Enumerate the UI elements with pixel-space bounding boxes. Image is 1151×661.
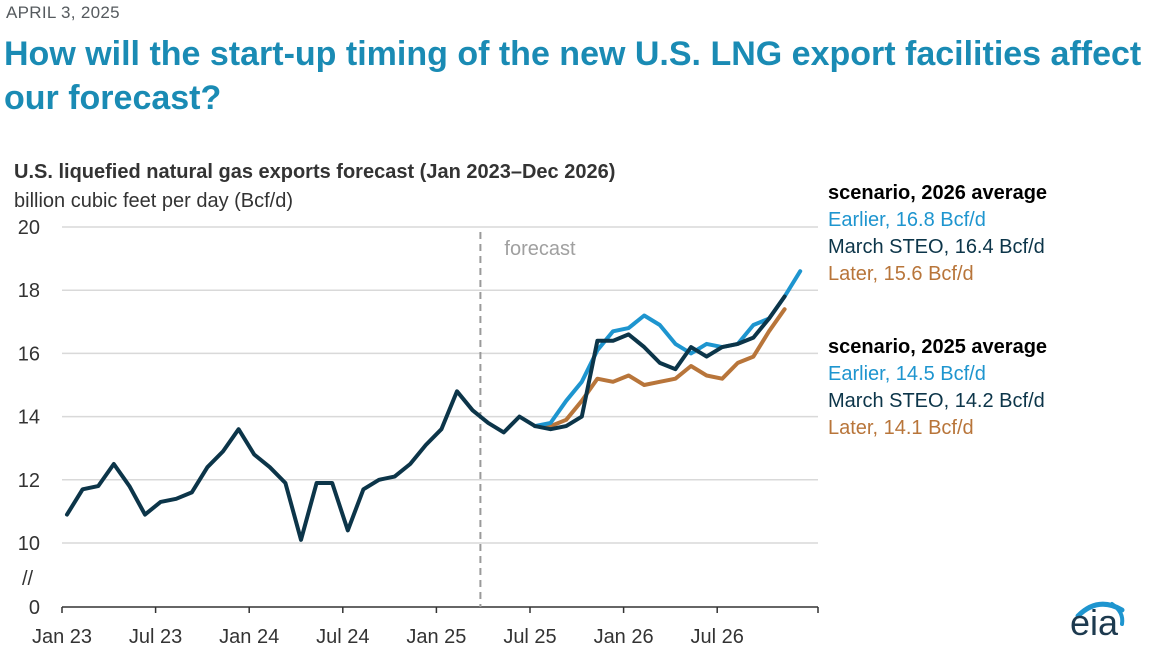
forecast-label: forecast xyxy=(504,238,576,260)
legend-2025-earlier: Earlier, 14.5 Bcf/d xyxy=(828,363,986,385)
y-axis-units: billion cubic feet per day (Bcf/d) xyxy=(14,190,294,212)
x-tick-label: Jul 23 xyxy=(129,626,182,648)
legend-2025-march-steo: March STEO, 14.2 Bcf/d xyxy=(828,390,1045,412)
legend-2026-earlier: Earlier, 16.8 Bcf/d xyxy=(828,209,986,231)
page-title: How will the start-up timing of the new … xyxy=(4,35,1142,117)
legend-2026: scenario, 2026 average Earlier, 16.8 Bcf… xyxy=(828,180,1047,288)
y-axis-break: // xyxy=(22,568,34,590)
eia-logo-icon xyxy=(1075,601,1125,626)
legend-2026-later: Later, 15.6 Bcf/d xyxy=(828,263,974,285)
x-tick-label: Jul 26 xyxy=(691,626,744,648)
x-tick-label: Jan 25 xyxy=(406,626,466,648)
y-tick-label: 10 xyxy=(18,533,40,555)
y-tick-label: 0 xyxy=(29,597,40,619)
y-tick-label: 14 xyxy=(18,407,40,429)
y-tick-label: 20 xyxy=(18,217,40,239)
series-line-earlier xyxy=(533,269,803,429)
series-line-march-steo xyxy=(65,294,787,542)
chart-title: U.S. liquefied natural gas exports forec… xyxy=(14,161,616,183)
y-tick-label: 18 xyxy=(18,280,40,302)
legend-2025-later: Later, 14.1 Bcf/d xyxy=(828,417,974,439)
x-tick-label: Jul 25 xyxy=(503,626,556,648)
eia-logo-text: eia xyxy=(1070,602,1119,643)
x-tick-label: Jan 24 xyxy=(219,626,279,648)
y-tick-label: 12 xyxy=(18,470,40,492)
publish-date: APRIL 3, 2025 xyxy=(6,3,120,22)
x-tick-label: Jan 26 xyxy=(594,626,654,648)
x-tick-label: Jan 23 xyxy=(32,626,92,648)
legend-2026-march-steo: March STEO, 16.4 Bcf/d xyxy=(828,236,1045,258)
x-tick-label: Jul 24 xyxy=(316,626,369,648)
series-line-later xyxy=(533,307,787,429)
legend-2025: scenario, 2025 average Earlier, 14.5 Bcf… xyxy=(828,334,1047,442)
legend-2026-header: scenario, 2026 average xyxy=(828,182,1048,204)
legend-2025-header: scenario, 2025 average xyxy=(828,336,1048,358)
y-tick-label: 16 xyxy=(18,343,40,365)
